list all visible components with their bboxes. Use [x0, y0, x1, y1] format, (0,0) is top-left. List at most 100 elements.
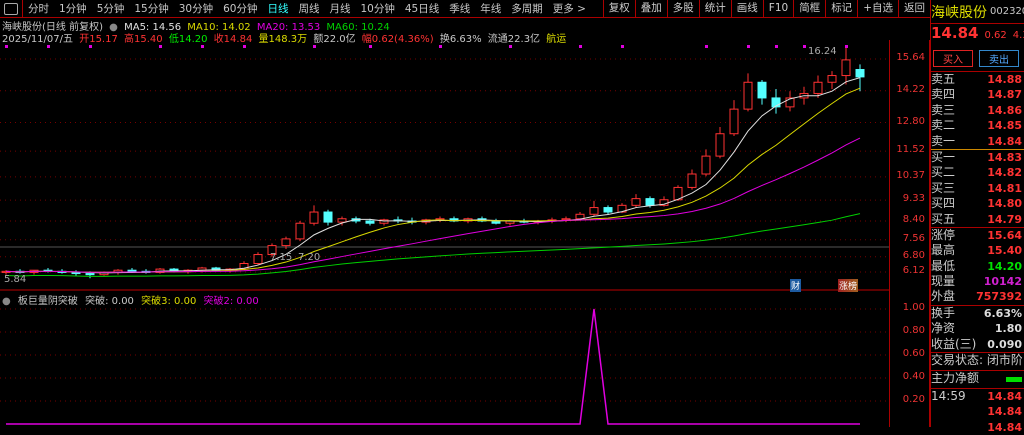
- signal-marker: [509, 45, 512, 48]
- buy-button[interactable]: 买入: [933, 50, 973, 67]
- close: 收14.84: [213, 34, 253, 45]
- price-annotation: 16.24: [808, 46, 837, 57]
- signal-marker: [705, 45, 708, 48]
- indicator-tick: 1.00: [902, 302, 925, 313]
- period-tab[interactable]: 10分钟: [360, 3, 395, 15]
- change: 幅0.62(4.36%): [361, 34, 434, 45]
- signal-marker: [5, 45, 8, 48]
- row-label: 买一: [931, 149, 956, 164]
- candle-body: [855, 69, 865, 78]
- row-label: 收益(三): [931, 336, 977, 351]
- row-value: 14.84: [987, 405, 1022, 419]
- row-value: 14.20: [987, 259, 1022, 273]
- row-value: 14.86: [987, 103, 1022, 117]
- settings-icon[interactable]: ●: [109, 22, 118, 33]
- quote-row: 外盘 757392: [931, 289, 1024, 304]
- quote-row: 净资 1.80: [931, 321, 1024, 336]
- price-tick: 15.64: [896, 52, 925, 63]
- price-tick: 9.33: [902, 193, 925, 205]
- tool-button[interactable]: 返回: [898, 0, 930, 18]
- candle-body: [85, 273, 95, 276]
- candle-body: [827, 75, 837, 83]
- tool-button[interactable]: 多股: [666, 0, 699, 18]
- price-tick: 10.37: [896, 169, 925, 181]
- period-tab[interactable]: 更多 >: [552, 3, 586, 15]
- sector[interactable]: 航运: [546, 34, 567, 45]
- quote-row: 14.84: [931, 404, 1024, 419]
- tool-button[interactable]: 统计: [698, 0, 731, 18]
- quote-row: 收益(三) 0.090: [931, 337, 1024, 352]
- tool-button[interactable]: 画线: [730, 0, 763, 18]
- price-pct: 4.3: [1012, 30, 1024, 41]
- row-label: 最高: [931, 243, 956, 258]
- row-value: 14.87: [987, 88, 1022, 102]
- price-annotation: 5.84: [4, 274, 26, 285]
- sell-button[interactable]: 卖出: [979, 50, 1019, 67]
- open: 开15.17: [79, 34, 118, 45]
- tool-button[interactable]: 叠加: [634, 0, 667, 18]
- turnover: 换6.63%: [439, 34, 482, 45]
- candle-body: [757, 81, 767, 99]
- candle-body: [561, 218, 571, 221]
- quote-row: 最高 15.40: [931, 243, 1024, 258]
- price-tick: 8.40: [902, 213, 925, 225]
- period-tab[interactable]: 季线: [449, 3, 471, 15]
- period-tab[interactable]: 日线: [267, 3, 289, 15]
- row-label: 换手: [931, 305, 956, 320]
- row-value: 0.090: [987, 337, 1022, 351]
- row-label: 卖四: [931, 87, 956, 102]
- low: 低14.20: [168, 34, 208, 45]
- period-tab[interactable]: 1分钟: [59, 3, 87, 15]
- price-tick: 12.80: [896, 115, 925, 127]
- period-tab[interactable]: 30分钟: [178, 3, 214, 15]
- signal-marker: [201, 45, 204, 48]
- period-tab[interactable]: 60分钟: [223, 3, 258, 15]
- rise-badge[interactable]: 涨榜: [838, 279, 859, 292]
- row-value: 14.82: [987, 166, 1022, 180]
- signal-marker: [579, 45, 582, 48]
- row-label: 买五: [931, 211, 956, 226]
- quote-row: 卖三 14.86: [931, 103, 1024, 118]
- candle-body: [337, 218, 347, 223]
- period-tab[interactable]: 45日线: [404, 3, 440, 15]
- signal-marker: [47, 45, 50, 48]
- candle-body: [841, 59, 851, 77]
- row-label: 最低: [931, 258, 956, 273]
- float-cap: 流通22.3亿: [487, 34, 541, 45]
- kline-chart[interactable]: 16.24 5.84 7.15 7.20: [0, 40, 889, 427]
- price-annotation: 7.20: [298, 252, 320, 263]
- ma5-line: [5, 77, 861, 274]
- quote-panel: 海峡股份 002320 14.84 0.62 4.3 买入 卖出 卖五 14.88…: [930, 0, 1024, 434]
- tool-button[interactable]: 标记: [825, 0, 857, 18]
- candle-body: [127, 269, 137, 272]
- signal-marker: [439, 45, 442, 48]
- period-tab[interactable]: 5分钟: [96, 3, 125, 15]
- tool-button[interactable]: 复权: [602, 0, 635, 18]
- period-tab[interactable]: 15分钟: [134, 3, 169, 15]
- finance-badge[interactable]: 财: [790, 279, 802, 292]
- period-tab[interactable]: 年线: [480, 3, 502, 15]
- tool-button[interactable]: 简框: [793, 0, 825, 18]
- indicator-line: [6, 308, 860, 425]
- candle-body: [71, 271, 81, 275]
- indicator-menu-icon[interactable]: ●: [2, 296, 11, 307]
- period-tab[interactable]: 多周期: [511, 3, 543, 15]
- period-tab[interactable]: 分时: [28, 3, 49, 15]
- indicator-name[interactable]: 板巨量阴突破: [17, 296, 78, 307]
- row-label: 卖三: [931, 102, 956, 117]
- price-tick: 6.12: [902, 265, 925, 276]
- net-flow-label[interactable]: 主力净额: [931, 371, 980, 386]
- tool-button[interactable]: +自选: [857, 0, 898, 18]
- period-tab[interactable]: 周线: [298, 3, 320, 15]
- date: 2025/11/07/五: [2, 34, 74, 45]
- price-tick: 11.52: [896, 144, 925, 156]
- quote-row: 买四 14.80: [931, 196, 1024, 211]
- signal-marker: [621, 45, 624, 48]
- candle-body: [253, 254, 263, 264]
- tool-button[interactable]: F10: [762, 0, 793, 18]
- last-price: 14.84: [931, 24, 979, 42]
- row-value: 14.88: [987, 73, 1022, 86]
- period-tab[interactable]: 月线: [329, 3, 351, 15]
- signal-marker: [845, 45, 848, 48]
- sidebar-toggle-icon[interactable]: [4, 2, 18, 15]
